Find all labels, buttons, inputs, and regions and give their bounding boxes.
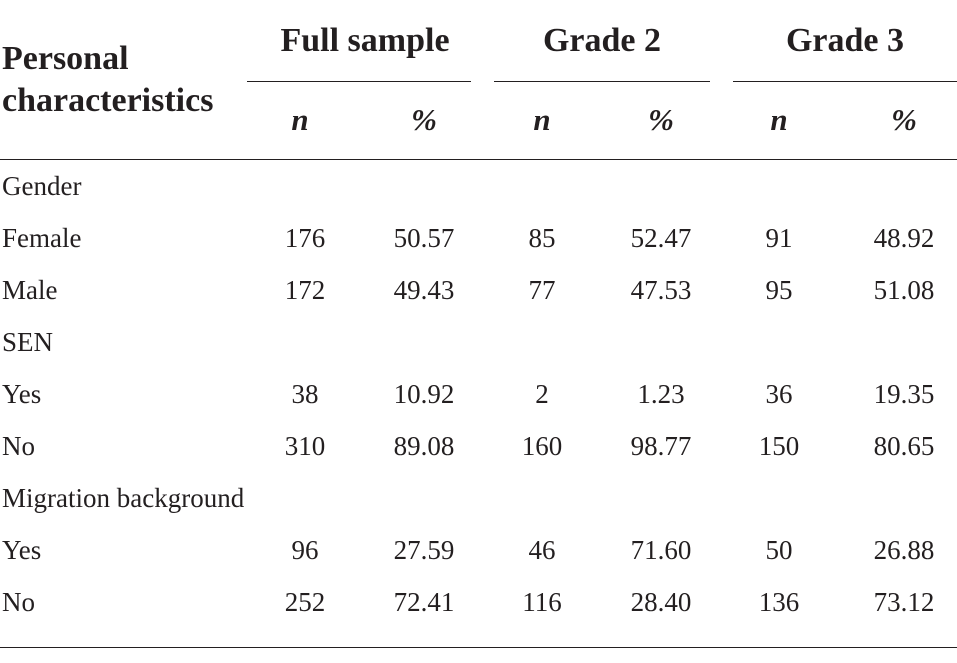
cell-migration-yes-g3-pct: 26.88 (873, 535, 935, 565)
row-label-female: Female (2, 223, 82, 253)
group-header-grade-2: Grade 2 (542, 22, 662, 59)
cell-sen-no-full-n: 310 (284, 431, 326, 461)
row-label-male: Male (2, 275, 58, 305)
cell-sen-yes-g3-n: 36 (765, 379, 793, 409)
cell-migration-no-full-n: 252 (284, 587, 326, 617)
group-header-grade-3: Grade 3 (785, 22, 905, 59)
row-label-migration-yes: Yes (2, 535, 42, 565)
cell-male-full-n: 172 (284, 275, 326, 305)
spanner-rule-full-sample (247, 81, 471, 82)
cell-migration-no-g3-pct: 73.12 (873, 587, 935, 617)
cell-female-g2-pct: 52.47 (630, 223, 692, 253)
subheader-grade-2-percent: % (648, 102, 674, 137)
subheader-full-sample-percent: % (411, 102, 437, 137)
subheader-grade-3-n: n (770, 102, 788, 137)
cell-male-g2-pct: 47.53 (630, 275, 692, 305)
row-label-gender: Gender (2, 171, 82, 201)
stub-header-line-2: characteristics (2, 82, 214, 119)
cell-sen-no-full-pct: 89.08 (393, 431, 455, 461)
stub-header-line-1: Personal (2, 40, 129, 77)
row-label-migration-background: Migration background (2, 483, 245, 513)
cell-sen-no-g3-pct: 80.65 (873, 431, 935, 461)
cell-female-g2-n: 85 (528, 223, 556, 253)
cell-male-full-pct: 49.43 (393, 275, 455, 305)
group-header-full-sample: Full sample (280, 22, 450, 59)
cell-migration-no-g2-pct: 28.40 (630, 587, 692, 617)
cell-sen-no-g2-n: 160 (521, 431, 563, 461)
spanner-rule-grade-3 (733, 81, 957, 82)
cell-migration-no-g3-n: 136 (758, 587, 800, 617)
cell-migration-yes-full-pct: 27.59 (393, 535, 455, 565)
table-bottom-rule (0, 647, 957, 648)
cell-sen-yes-full-pct: 10.92 (393, 379, 455, 409)
row-label-migration-no: No (2, 587, 35, 617)
cell-sen-no-g3-n: 150 (758, 431, 800, 461)
cell-sen-yes-g2-pct: 1.23 (637, 379, 685, 409)
row-label-sen-yes: Yes (2, 379, 42, 409)
spanner-rule-grade-2 (494, 81, 710, 82)
cell-male-g3-n: 95 (765, 275, 793, 305)
cell-sen-no-g2-pct: 98.77 (630, 431, 692, 461)
cell-sen-yes-g3-pct: 19.35 (873, 379, 935, 409)
cell-female-g3-pct: 48.92 (873, 223, 935, 253)
subheader-grade-3-percent: % (891, 102, 917, 137)
cell-female-full-n: 176 (284, 223, 326, 253)
cell-female-g3-n: 91 (765, 223, 793, 253)
cell-male-g3-pct: 51.08 (873, 275, 935, 305)
cell-migration-yes-g2-pct: 71.60 (630, 535, 692, 565)
cell-sen-yes-g2-n: 2 (535, 379, 549, 409)
cell-female-full-pct: 50.57 (393, 223, 455, 253)
cell-sen-yes-full-n: 38 (291, 379, 319, 409)
subheader-full-sample-n: n (291, 102, 309, 137)
cell-migration-yes-full-n: 96 (291, 535, 319, 565)
cell-migration-yes-g2-n: 46 (528, 535, 556, 565)
cell-migration-yes-g3-n: 50 (765, 535, 793, 565)
subheader-grade-2-n: n (533, 102, 551, 137)
cell-male-g2-n: 77 (528, 275, 556, 305)
row-label-sen: SEN (2, 327, 54, 357)
cell-migration-no-full-pct: 72.41 (393, 587, 455, 617)
row-label-sen-no: No (2, 431, 35, 461)
header-bottom-rule (0, 159, 957, 160)
cell-migration-no-g2-n: 116 (522, 587, 562, 617)
